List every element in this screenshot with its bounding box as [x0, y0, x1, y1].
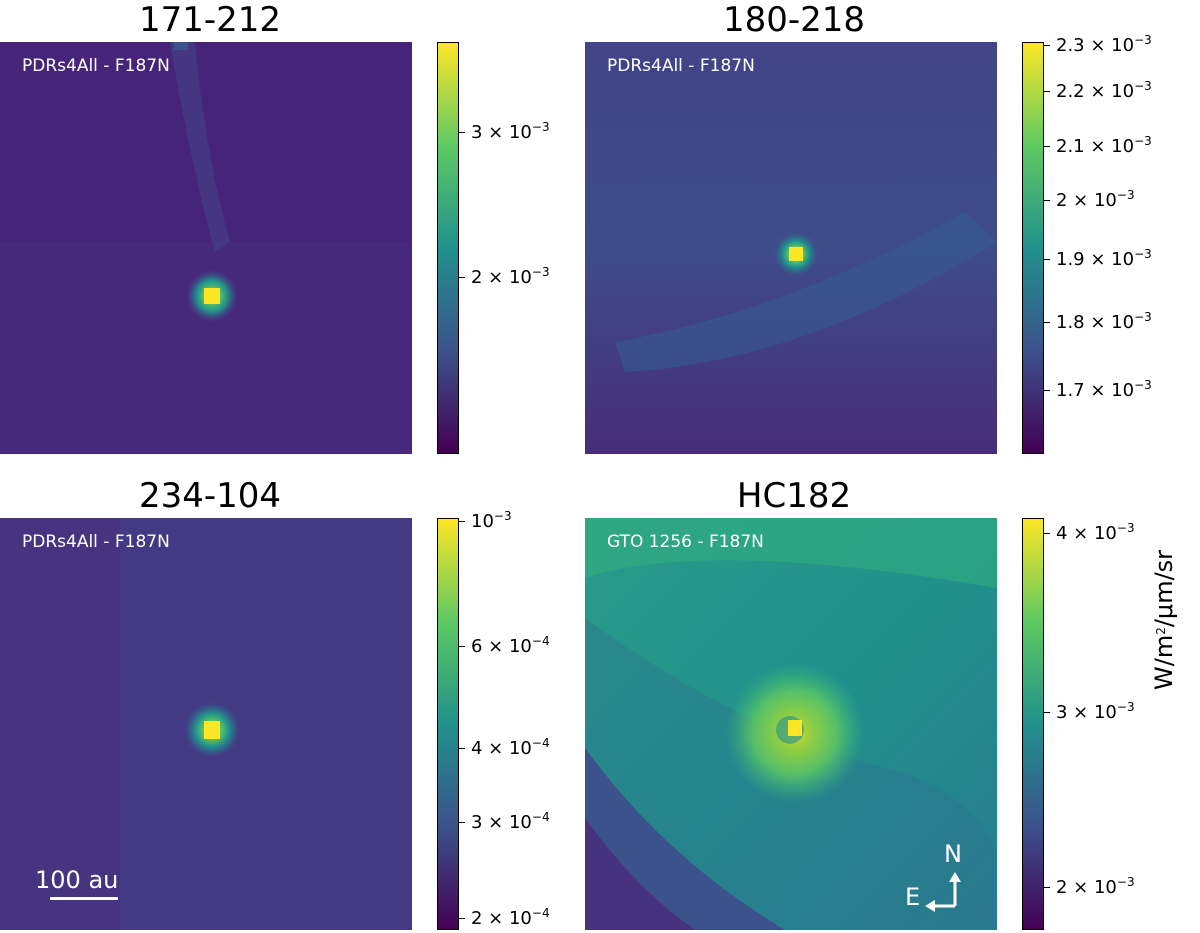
panel-image: GTO 1256 - F187N [585, 518, 997, 930]
panel-image: PDRs4All - F187N [585, 42, 997, 454]
observation-label: GTO 1256 - F187N [607, 532, 764, 552]
panel-title: 180-218 [722, 0, 866, 40]
panel-title: 234-104 [138, 476, 282, 516]
compass: N E [905, 840, 965, 915]
panel-title: HC182 [736, 476, 852, 516]
compass-arrows-icon [925, 872, 961, 912]
observation-label: PDRs4All - F187N [22, 56, 170, 76]
colorbar [1022, 518, 1044, 930]
colorbar-unit-label: W/m2/μm/sr [1150, 549, 1178, 690]
panel-title: 171-212 [138, 0, 282, 40]
colorbar [1022, 42, 1044, 454]
compass-north-label: N [944, 840, 962, 868]
colorbar [437, 518, 459, 930]
observation-label: PDRs4All - F187N [22, 532, 170, 552]
scale-bar-label: 100 au [35, 866, 119, 894]
scale-bar [50, 897, 118, 900]
compass-east-label: E [905, 883, 921, 911]
panel-image: PDRs4All - F187N [0, 518, 412, 930]
colorbar [437, 42, 459, 454]
observation-label: PDRs4All - F187N [607, 56, 755, 76]
panel-image: PDRs4All - F187N [0, 42, 412, 454]
